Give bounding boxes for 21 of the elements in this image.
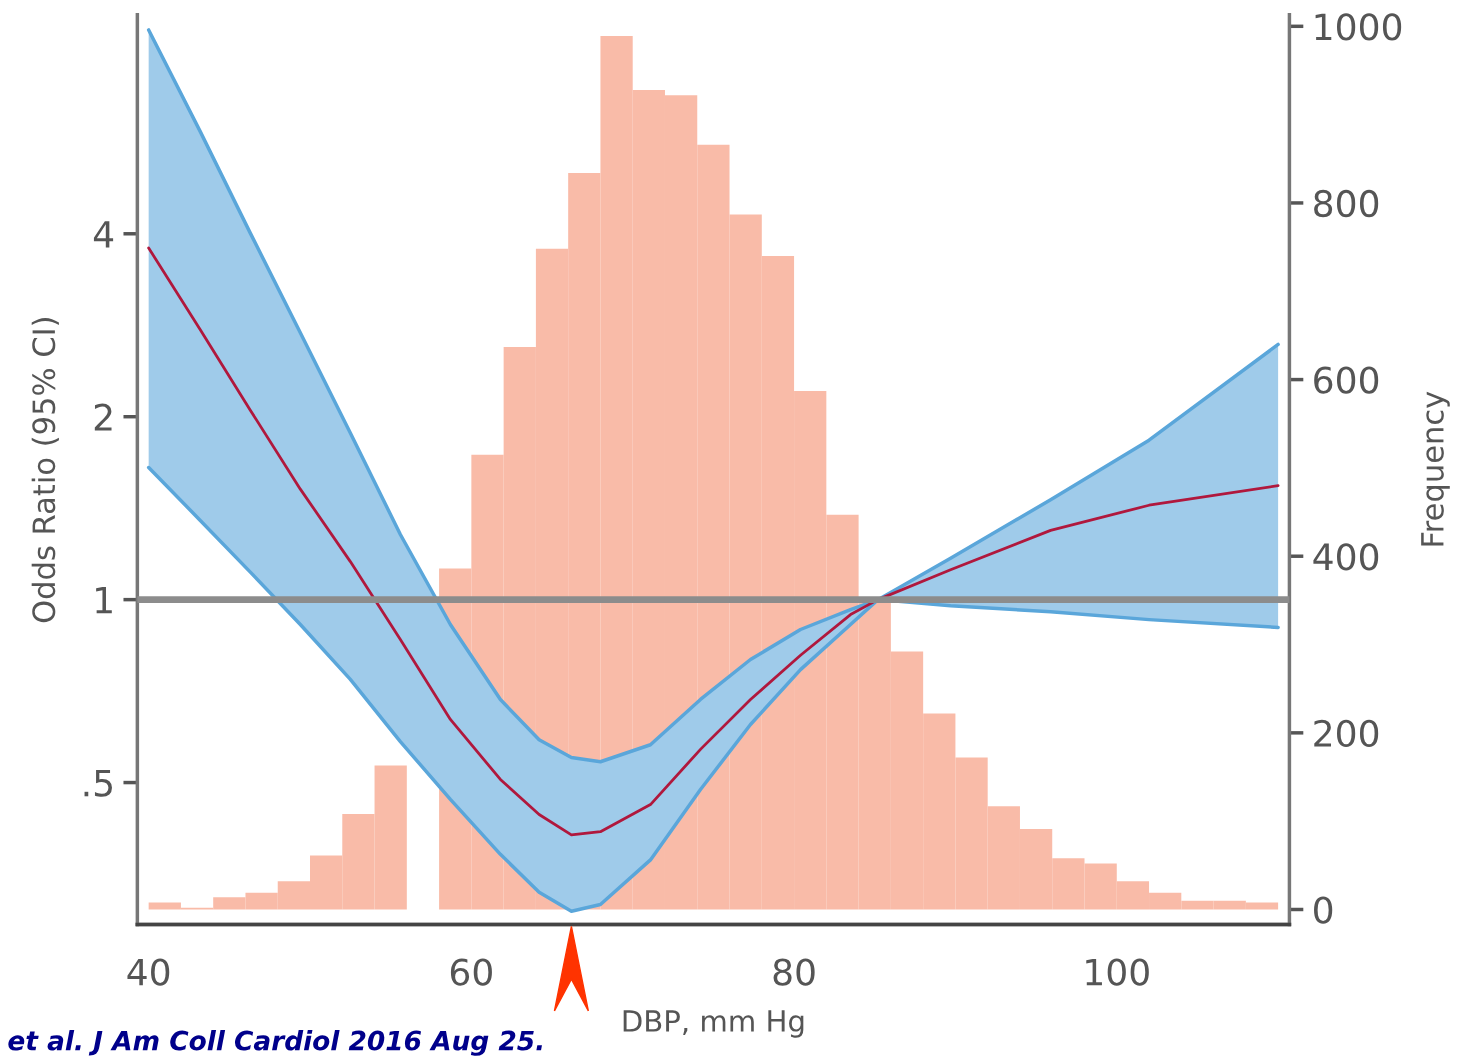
x-tick-label: 100	[1086, 958, 1149, 986]
line-series	[146, 465, 1280, 914]
x-tick-label: 60	[450, 958, 492, 986]
y2-tick-label: 800	[1314, 189, 1379, 218]
y2-tick-label: 0	[1314, 896, 1333, 924]
y2-axis-title: Frequency	[1421, 391, 1450, 546]
y2-tick-label: 200	[1314, 719, 1379, 748]
x-tick-label: 40	[127, 958, 170, 986]
x-axis-title: DBP, mm Hg	[623, 1010, 804, 1038]
line-series	[146, 28, 1280, 764]
y-tick-label: 1	[96, 587, 112, 614]
y2-tick-label: 400	[1313, 543, 1379, 571]
y2-tick-label: 600	[1314, 366, 1379, 394]
y2-tick-label: 1000	[1315, 13, 1402, 41]
y-tick-label: .5	[84, 769, 112, 797]
text: et al. J Am Coll Cardiol 2016 Aug 25.	[8, 1030, 542, 1056]
y-axis-title: Odds Ratio (95% CI)	[31, 318, 59, 623]
y-tick-label: 4	[93, 221, 114, 248]
x-tick-label: 80	[773, 958, 815, 986]
y-tick-label: 2	[94, 403, 112, 431]
line-series	[147, 246, 1280, 837]
